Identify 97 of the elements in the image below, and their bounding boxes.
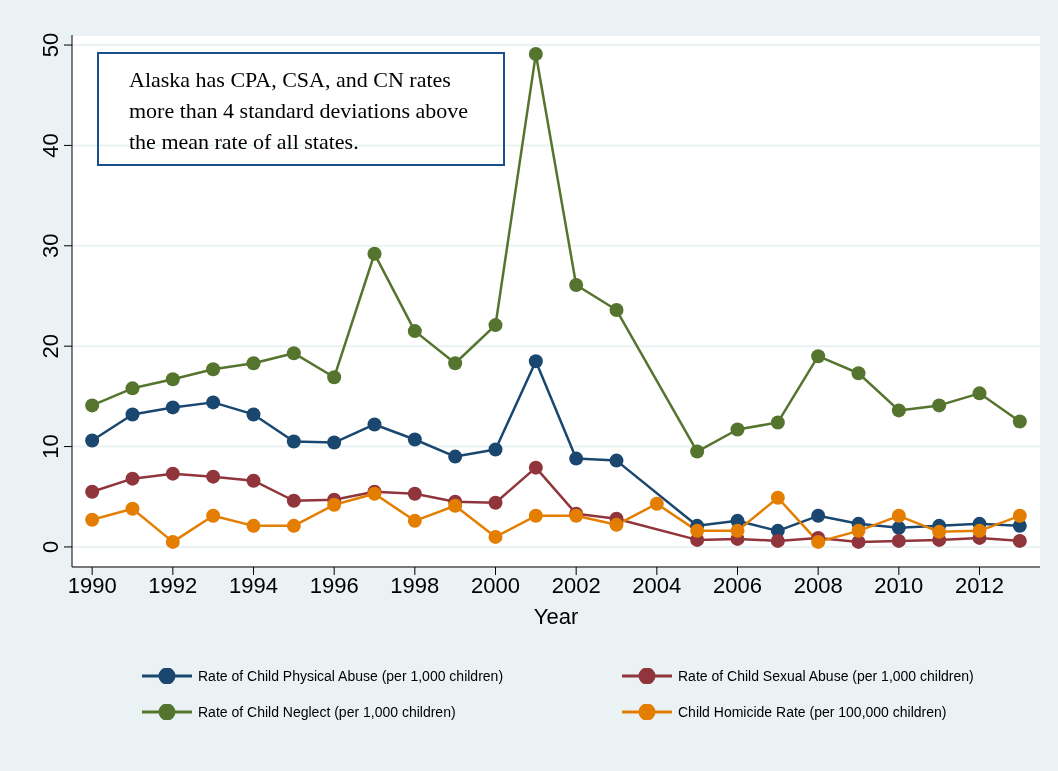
point [609,303,624,318]
x-tick-label: 1990 [67,572,117,598]
point [206,508,221,523]
point [1012,533,1027,548]
point [206,469,221,484]
point [327,370,342,385]
point [165,534,180,549]
point [85,484,100,499]
point [811,349,826,364]
point [246,407,261,422]
point [488,529,503,544]
point [206,362,221,377]
point [569,277,584,292]
x-tick-label: 1998 [390,572,440,598]
point [891,533,906,548]
point [609,453,624,468]
x-tick-label: 2010 [874,572,924,598]
point [286,434,301,449]
point [165,400,180,415]
x-tick-label: 2004 [632,572,682,598]
point [1012,508,1027,523]
point [528,354,543,369]
point [165,372,180,387]
point [206,395,221,410]
point [770,415,785,430]
y-tick-label: 40 [38,133,63,158]
x-tick-label: 1992 [148,572,198,598]
annotation: Alaska has CPA, CSA, and CN rates more than 4 standard deviations above the mean rate of all states. [129,66,470,156]
point [448,498,463,513]
point [851,523,866,538]
point [85,433,100,448]
point [609,517,624,532]
point [407,432,422,447]
point [972,523,987,538]
point [932,398,947,413]
point [730,523,745,538]
y-tick-label: 30 [38,233,63,259]
point [690,444,705,459]
point [811,534,826,549]
point [165,466,180,481]
point [448,356,463,371]
y-tick-label: 10 [38,434,63,459]
point [528,47,543,62]
point [85,398,100,413]
point [367,246,382,261]
point [448,449,463,464]
point [125,471,140,486]
point [407,486,422,501]
point [891,508,906,523]
y-tick-label: 0 [38,540,63,554]
legend-label: Rate of Child Physical Abuse (per 1,000 children) [198,668,504,684]
x-tick-label: 2012 [955,572,1004,598]
y-tick-label: 50 [38,32,63,58]
point [851,366,866,381]
point [125,407,140,422]
point [488,318,503,333]
legend-label: Child Homicide Rate (per 100,000 children) [678,704,947,720]
point [891,520,906,535]
point [327,497,342,512]
x-tick-label: 2006 [713,572,762,598]
point [528,460,543,475]
point [246,518,261,533]
point [125,381,140,396]
x-tick-label: 1994 [229,572,278,598]
y-tick-label: 20 [38,333,63,359]
point [1012,414,1027,429]
point [407,513,422,528]
point [286,493,301,508]
point [407,324,422,339]
x-tick-label: 2008 [793,572,843,598]
point [125,501,140,516]
point [488,495,503,510]
point [246,473,261,488]
point [730,422,745,437]
point [286,518,301,533]
point [770,533,785,548]
x-tick-label: 2002 [551,572,601,598]
x-tick-label: 2000 [471,572,520,598]
x-tick-label: 1996 [309,572,359,598]
point [891,403,906,418]
point [972,386,987,401]
point [811,508,826,523]
point [85,512,100,527]
point [770,490,785,505]
point [690,523,705,538]
point [649,496,664,511]
point [528,508,543,523]
point [569,451,584,466]
point [327,435,342,450]
legend-label: Rate of Child Sexual Abuse (per 1,000 children) [678,668,974,684]
point [488,442,503,457]
point [367,417,382,432]
x-axis-title: Year [533,604,579,629]
legend-label: Rate of Child Neglect (per 1,000 children) [198,704,456,720]
point [286,346,301,361]
point [246,356,261,371]
point [932,524,947,539]
